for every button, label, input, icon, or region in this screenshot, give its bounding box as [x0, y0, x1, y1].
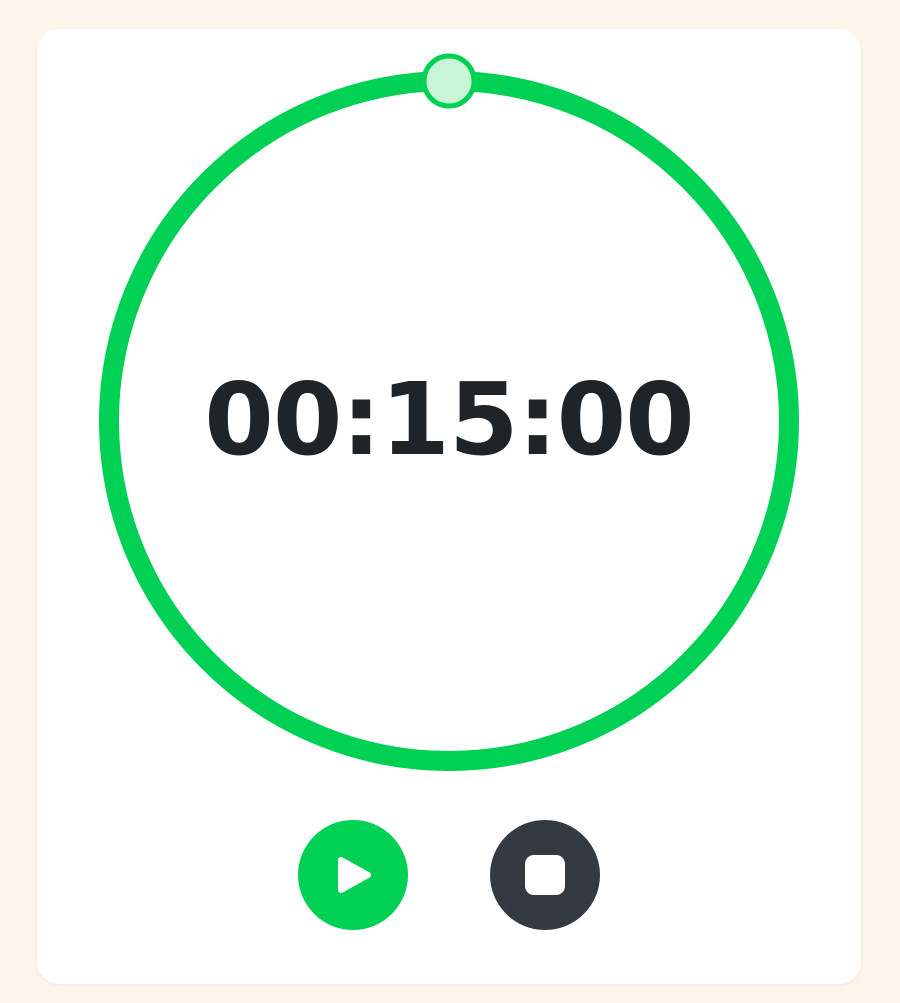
- progress-knob[interactable]: [421, 53, 477, 109]
- timer-display: 00:15:00: [204, 361, 694, 478]
- stop-icon: [525, 855, 565, 895]
- stop-button[interactable]: [490, 820, 600, 930]
- play-icon: [338, 857, 371, 893]
- play-button[interactable]: [298, 820, 408, 930]
- timer-card: [37, 29, 861, 984]
